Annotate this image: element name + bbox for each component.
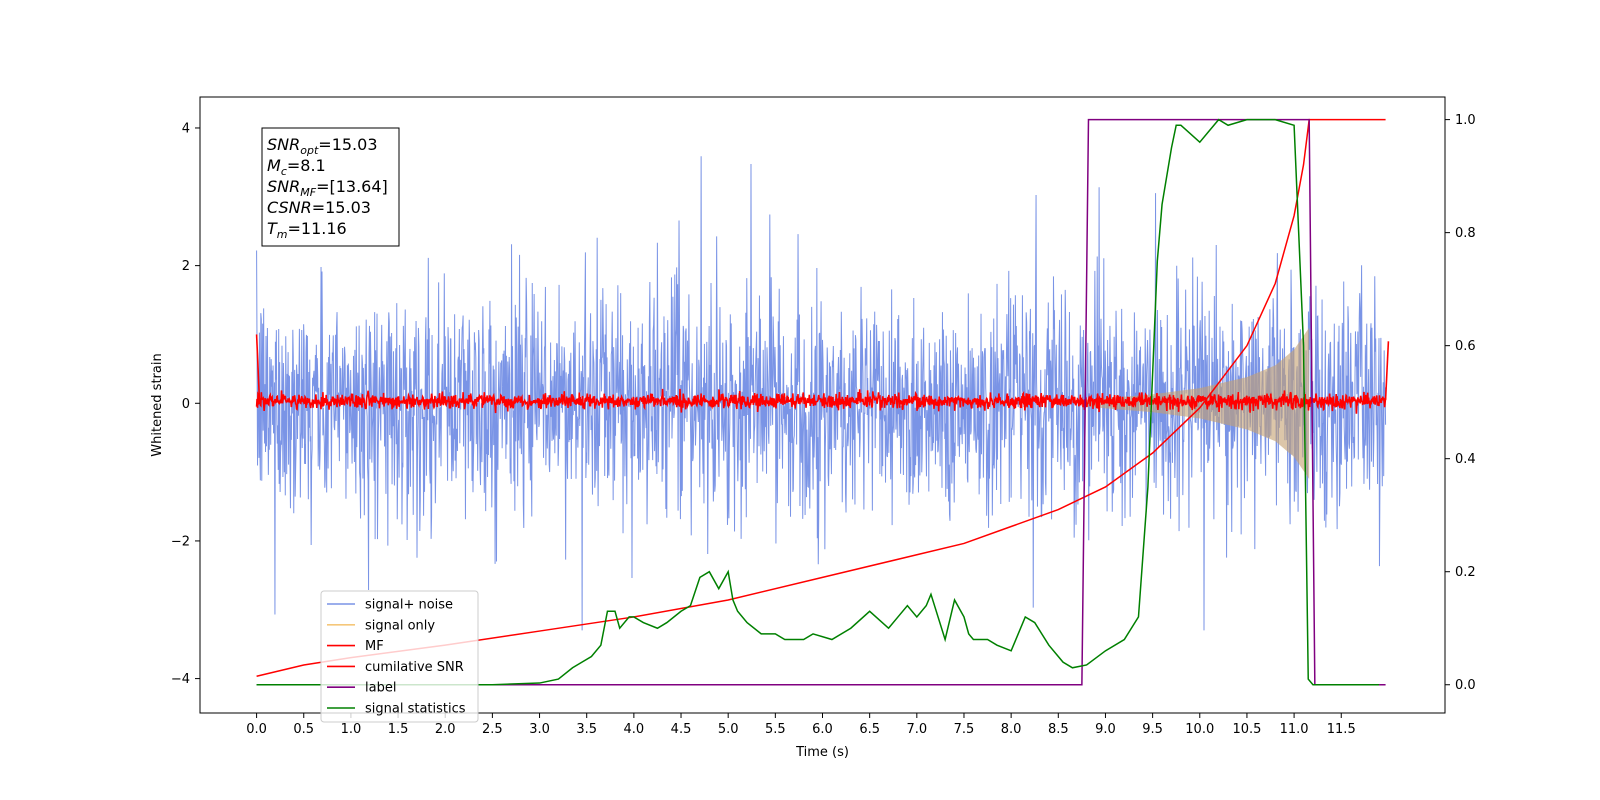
y2-axis: 0.0 0.2 0.4 0.6 0.8 1.0	[1445, 113, 1476, 693]
x-tick-label: 5.5	[765, 722, 786, 737]
info-box-frame	[261, 127, 400, 247]
x-axis: 0.0 0.5 1.0 1.5 2.0 2.5 3.0 3.5 4.0 4.5 5.0 5.5 6.0 6…	[246, 713, 1356, 737]
series-cumilative-snr	[256, 118, 1386, 677]
y-axis: −4 −2 0 2 4	[171, 121, 200, 687]
legend-entry: cumilative SNR	[365, 660, 464, 675]
y2-tick-label: 0.8	[1455, 226, 1476, 241]
y2-tick-label: 1.0	[1455, 113, 1476, 128]
series-signal-statistics	[256, 118, 1379, 686]
x-tick-label: 8.0	[1001, 722, 1022, 737]
info-box-line: SNRMF=[13.64]	[267, 177, 388, 199]
x-tick-label: 3.0	[529, 722, 550, 737]
x-tick-label: 7.5	[954, 722, 975, 737]
y2-tick-label: 0.6	[1455, 339, 1476, 354]
x-tick-label: 2.0	[435, 722, 456, 737]
series-mf-end	[1384, 341, 1390, 400]
x-tick-label: 11.0	[1280, 722, 1309, 737]
info-box-line: Tm=11.16	[267, 219, 347, 241]
y-axis-label: Whitened strain	[150, 353, 165, 456]
legend-entry: signal+ noise	[365, 598, 453, 613]
info-box: SNRopt=15.03Mc=8.1SNRMF=[13.64]CSNR=15.0…	[261, 127, 400, 247]
legend-entry: signal statistics	[365, 702, 466, 717]
x-tick-label: 10.5	[1232, 722, 1261, 737]
x-axis-label: Time (s)	[795, 745, 849, 760]
y-tick-label: 4	[182, 121, 190, 136]
x-tick-label: 1.5	[388, 722, 409, 737]
y-tick-label: 2	[182, 259, 190, 274]
legend-frame	[320, 590, 479, 723]
x-tick-label: 4.5	[671, 722, 692, 737]
x-tick-label: 4.0	[624, 722, 645, 737]
legend: signal+ noise signal only MF cumilative SNR…	[320, 590, 479, 723]
x-tick-label: 6.5	[859, 722, 880, 737]
legend-entry: signal only	[365, 618, 435, 633]
x-tick-label: 9.5	[1142, 722, 1163, 737]
x-tick-label: 0.0	[246, 722, 267, 737]
legend-entry: label	[365, 681, 396, 696]
series-mf-group	[255, 334, 1390, 414]
series-signal-only	[1086, 327, 1310, 479]
info-box-line: CSNR=15.03	[267, 198, 371, 217]
x-tick-label: 5.0	[718, 722, 739, 737]
x-tick-label: 7.0	[906, 722, 927, 737]
legend-entry: MF	[365, 639, 384, 654]
series-mf	[255, 388, 1387, 414]
x-tick-label: 9.0	[1095, 722, 1116, 737]
y-tick-label: −2	[171, 534, 190, 549]
series-mf-start	[255, 334, 261, 400]
x-tick-label: 3.5	[576, 722, 597, 737]
series-signal-noise	[256, 156, 1387, 631]
info-box-line: Mc=8.1	[267, 156, 326, 178]
info-box-line: SNRopt=15.03	[267, 135, 378, 157]
y-tick-label: 0	[182, 397, 190, 412]
plot-area	[255, 118, 1390, 686]
x-tick-label: 6.0	[812, 722, 833, 737]
y-tick-label: −4	[171, 672, 190, 687]
x-tick-label: 8.5	[1048, 722, 1069, 737]
y2-tick-label: 0.2	[1455, 565, 1476, 580]
x-tick-label: 10.0	[1185, 722, 1214, 737]
x-tick-label: 0.5	[293, 722, 314, 737]
x-tick-label: 1.0	[341, 722, 362, 737]
x-tick-label: 11.5	[1327, 722, 1356, 737]
x-tick-label: 2.5	[482, 722, 503, 737]
y2-tick-label: 0.4	[1455, 452, 1476, 467]
y2-tick-label: 0.0	[1455, 678, 1476, 693]
